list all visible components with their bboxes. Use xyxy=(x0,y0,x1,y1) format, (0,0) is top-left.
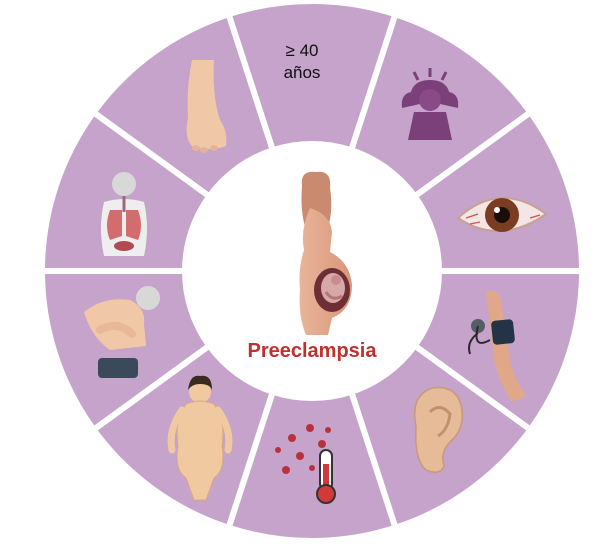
blood-pressure-cuff-icon xyxy=(468,290,526,402)
ear-icon xyxy=(414,386,463,473)
abdominal-pain-icon xyxy=(84,286,160,378)
thermometer-virus-icon xyxy=(275,424,336,504)
headache-icon xyxy=(401,68,459,140)
obese-woman-icon xyxy=(167,375,233,501)
red-eye-icon xyxy=(456,196,548,233)
age-value: ≥ 40 xyxy=(286,41,319,60)
age-unit: años xyxy=(284,63,321,82)
swollen-foot-icon xyxy=(186,60,227,153)
pregnant-woman-fetus-icon xyxy=(299,171,352,335)
center-title: Preeclampsia xyxy=(248,340,378,362)
lungs-organs-icon xyxy=(101,172,147,256)
